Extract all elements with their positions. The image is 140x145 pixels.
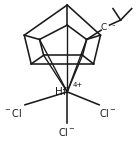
Text: Cl$^-$: Cl$^-$ bbox=[99, 107, 117, 119]
Text: ··: ·· bbox=[112, 23, 116, 30]
Text: C: C bbox=[101, 23, 107, 32]
Text: 4+: 4+ bbox=[73, 82, 83, 88]
Text: $^-$Cl: $^-$Cl bbox=[4, 107, 23, 119]
Text: Hf: Hf bbox=[55, 87, 67, 97]
Text: Cl$^-$: Cl$^-$ bbox=[58, 126, 76, 138]
